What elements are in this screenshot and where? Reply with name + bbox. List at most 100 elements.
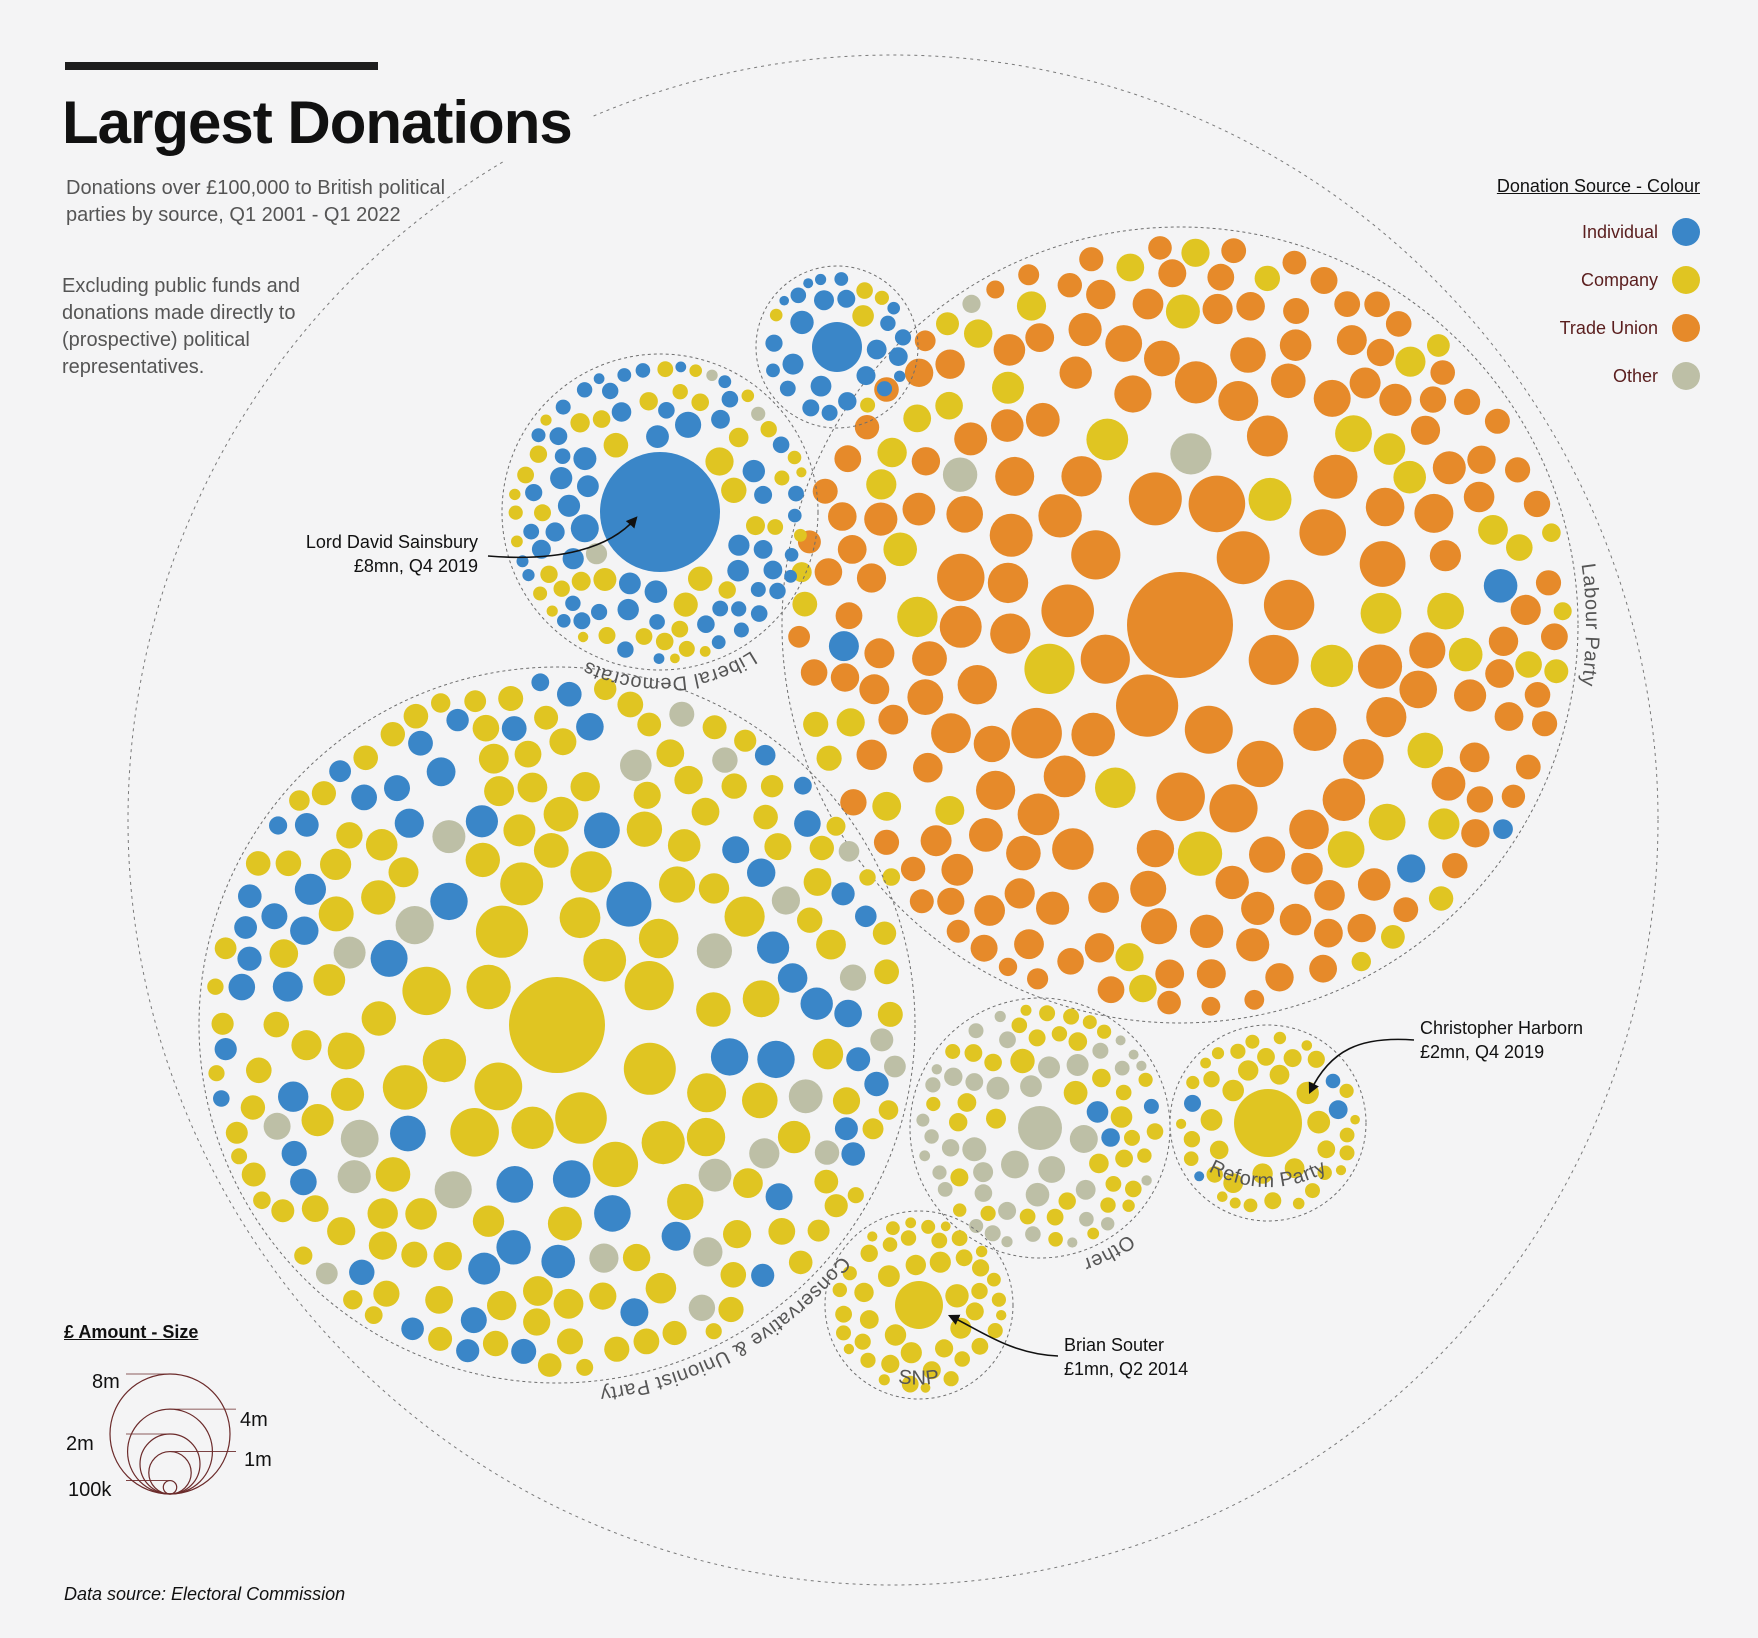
- donation-bubble: [1089, 1153, 1109, 1174]
- donation-bubble: [667, 1183, 704, 1221]
- donation-bubble: [637, 712, 662, 737]
- donation-bubble: [343, 1290, 363, 1310]
- donation-bubble: [598, 627, 616, 644]
- donation-bubble: [208, 1065, 225, 1082]
- donation-bubble: [375, 1157, 411, 1192]
- donation-bubble: [999, 1031, 1016, 1049]
- donation-bubble: [565, 595, 581, 611]
- donation-bubble: [1485, 659, 1514, 688]
- donation-bubble: [991, 1292, 1007, 1307]
- donation-bubble: [727, 559, 749, 582]
- donation-bubble: [531, 539, 551, 559]
- donation-bubble: [841, 1142, 865, 1166]
- donation-bubble: [1327, 831, 1365, 868]
- donation-bubble: [831, 882, 855, 906]
- donation-bubble: [1317, 1140, 1336, 1159]
- donation-bubble: [1181, 238, 1210, 267]
- donation-bubble: [852, 305, 874, 327]
- party-label-snp: SNP: [897, 1366, 941, 1390]
- donation-bubble: [919, 1150, 931, 1162]
- donation-bubble: [1110, 1106, 1133, 1128]
- donation-bubble: [1079, 1211, 1094, 1227]
- donation-bubble: [1068, 1032, 1088, 1051]
- donation-bubble: [1410, 415, 1441, 445]
- donation-bubble: [1217, 1191, 1228, 1202]
- donation-bubble: [1282, 250, 1307, 275]
- donation-bubble: [802, 399, 820, 417]
- donation-bubble: [482, 1330, 509, 1357]
- donation-bubble: [1246, 415, 1288, 457]
- donation-bubble: [794, 528, 807, 542]
- donation-bubble: [1011, 1017, 1028, 1034]
- colour-legend-title: Donation Source - Colour: [1496, 176, 1700, 196]
- donation-bubble: [1200, 1109, 1223, 1131]
- donation-bubble: [263, 1112, 291, 1140]
- donation-bubble: [954, 422, 988, 456]
- size-legend-title: £ Amount - Size: [64, 1322, 199, 1342]
- donation-bubble: [1140, 908, 1178, 945]
- donation-bubble: [721, 477, 747, 503]
- donation-bubble: [639, 392, 658, 411]
- donation-bubble: [1155, 959, 1185, 989]
- donation-bubble: [620, 1298, 649, 1327]
- donation-bubble: [1222, 1079, 1244, 1102]
- donation-bubble: [585, 543, 608, 565]
- donation-bubble: [619, 572, 641, 595]
- donation-bubble: [591, 603, 608, 621]
- donation-bubble: [1025, 1182, 1050, 1207]
- donation-bubble: [395, 906, 434, 945]
- legend-swatch: [1672, 218, 1700, 246]
- party-cluster-snp: [824, 1210, 1014, 1400]
- donation-bubble: [1506, 534, 1533, 561]
- donation-bubble: [718, 581, 736, 599]
- donation-bubble: [867, 1231, 878, 1242]
- donation-bubble: [731, 601, 747, 617]
- donation-bubble: [570, 851, 612, 893]
- donation-bubble: [1336, 325, 1367, 356]
- donation-bubble: [877, 437, 907, 468]
- donation-bubble: [603, 432, 629, 458]
- donation-bubble: [834, 272, 849, 286]
- donation-bubble: [973, 1162, 994, 1183]
- donation-bubble: [854, 415, 880, 440]
- donation-bubble: [635, 363, 651, 378]
- donation-bubble: [1339, 1127, 1355, 1143]
- legend-item-company: Company: [1581, 265, 1700, 295]
- donation-bubble: [1289, 809, 1329, 850]
- donation-bubble: [750, 605, 768, 622]
- donation-bubble: [635, 628, 653, 645]
- donation-bubble: [790, 287, 807, 304]
- donation-bubble: [351, 784, 377, 811]
- donation-bubble: [884, 1055, 906, 1078]
- donation-bubble: [1124, 1129, 1140, 1146]
- donation-bubble: [577, 475, 599, 498]
- donation-bubble: [207, 978, 224, 995]
- donation-bubble: [592, 410, 611, 428]
- donation-bubble: [834, 445, 862, 473]
- donation-bubble: [1057, 273, 1083, 298]
- page-title: Largest Donations: [60, 84, 590, 161]
- donation-bubble: [408, 730, 433, 756]
- donation-bubble: [509, 488, 521, 501]
- donation-bubble: [531, 428, 546, 443]
- legend-item-trade-union: Trade Union: [1560, 313, 1700, 343]
- donation-bubble: [1461, 819, 1490, 848]
- donation-bubble: [931, 1064, 942, 1075]
- donation-bubble: [894, 329, 912, 346]
- donation-bubble: [925, 1077, 941, 1093]
- donation-bubble: [698, 1158, 732, 1192]
- donation-bubble: [816, 745, 842, 771]
- donation-bubble: [883, 532, 917, 567]
- donation-bubble: [1188, 475, 1246, 533]
- donation-bubble: [269, 939, 299, 968]
- donation-bubble: [549, 427, 568, 446]
- donation-bubble: [1038, 494, 1082, 538]
- donation-bubble: [1010, 1048, 1035, 1074]
- donation-bubble: [594, 1195, 631, 1232]
- donation-bubble: [1086, 279, 1116, 310]
- donation-bubble: [887, 301, 900, 315]
- donation-bubble: [734, 729, 757, 752]
- donation-bubble: [1130, 870, 1167, 907]
- donation-bubble: [712, 600, 729, 617]
- donation-bubble: [711, 409, 730, 429]
